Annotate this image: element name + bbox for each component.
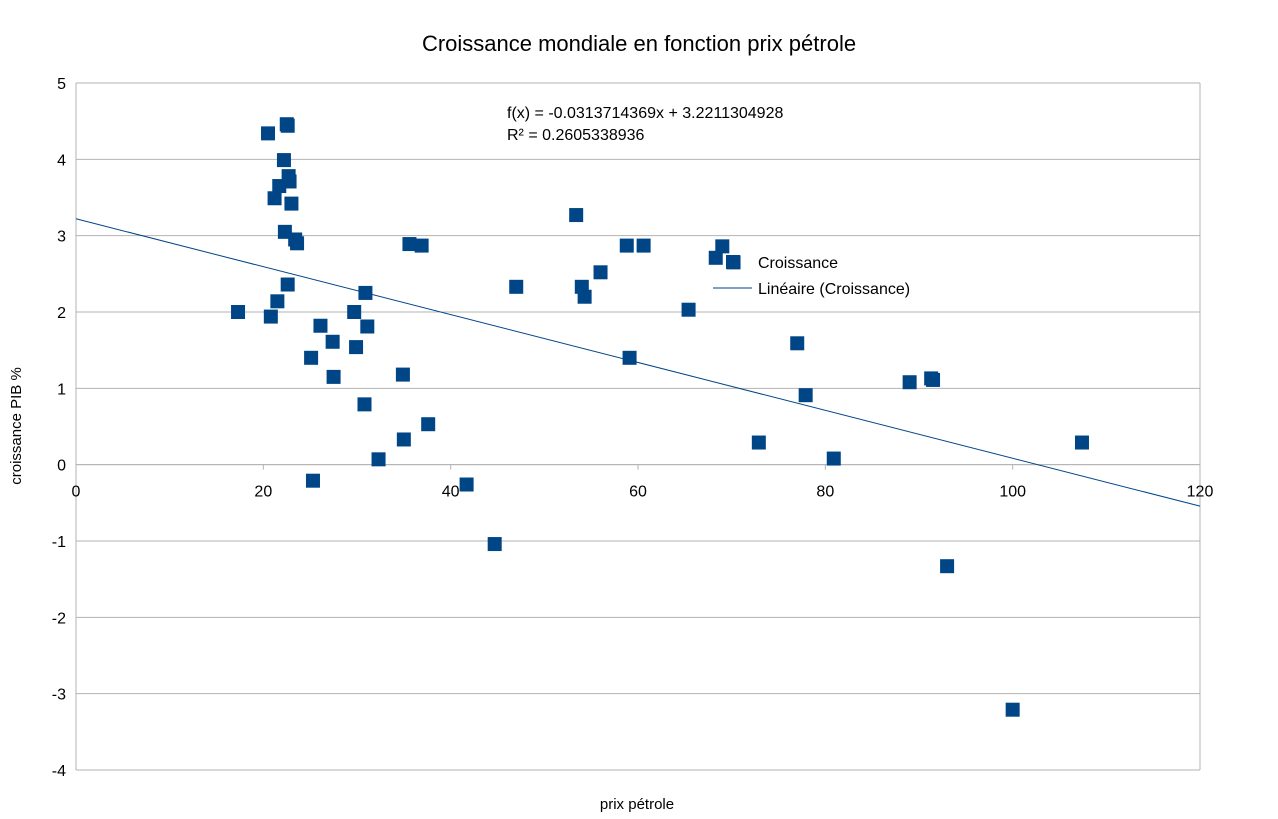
x-tick-label: 100	[999, 484, 1026, 501]
data-point	[1074, 435, 1089, 450]
data-point	[619, 238, 634, 253]
y-tick-label: 2	[57, 305, 66, 322]
data-point	[280, 118, 295, 133]
y-tick-label: 5	[57, 76, 66, 93]
data-point	[926, 372, 941, 387]
data-point	[284, 196, 299, 211]
data-point	[402, 237, 417, 252]
legend-label-croissance: Croissance	[758, 255, 838, 272]
data-point	[940, 559, 955, 574]
data-point	[577, 289, 592, 304]
data-point	[798, 388, 813, 403]
data-point	[231, 305, 246, 319]
x-tick-labels: 0 20 40 60 80 100 120	[72, 484, 1214, 501]
data-point	[622, 350, 637, 365]
x-tick-label: 120	[1187, 484, 1214, 501]
data-point	[715, 239, 730, 254]
data-point	[270, 294, 285, 309]
data-point	[569, 208, 584, 223]
y-axis-label: croissance PIB %	[8, 367, 25, 485]
y-tick-label: -2	[52, 610, 66, 627]
data-point	[1005, 702, 1020, 717]
data-point	[326, 369, 341, 384]
trend-equation: f(x) = -0.0313714369x + 3.2211304928	[507, 105, 783, 122]
data-point	[261, 126, 276, 141]
data-point	[276, 153, 291, 168]
y-tick-label: -1	[52, 534, 66, 551]
legend-marker-croissance	[726, 255, 740, 269]
axes	[75, 83, 1201, 770]
y-tick-label: 4	[57, 152, 66, 169]
data-point	[267, 191, 282, 206]
data-point	[263, 309, 278, 324]
data-point	[371, 452, 386, 467]
data-point	[360, 319, 375, 334]
data-point	[325, 334, 340, 349]
data-point	[280, 277, 295, 292]
data-point	[358, 285, 373, 300]
data-point	[751, 435, 766, 450]
data-point	[790, 336, 805, 351]
data-point	[459, 477, 474, 492]
data-point	[305, 473, 320, 488]
y-tick-labels: 5 4 3 2 1 0 -1 -2 -3 -4	[52, 76, 66, 780]
legend: Croissance Linéaire (Croissance)	[713, 255, 910, 298]
data-point	[636, 238, 651, 253]
x-tick-label: 80	[816, 484, 834, 501]
data-point	[414, 238, 429, 253]
data-point	[395, 367, 410, 382]
data-point	[902, 375, 917, 390]
y-tick-label: 3	[57, 229, 66, 246]
x-tick-label: 0	[72, 484, 81, 501]
x-axis-label: prix pétrole	[600, 796, 674, 813]
data-point	[349, 340, 364, 355]
y-tick-label: -4	[52, 763, 66, 780]
trendline-path	[75, 218, 1201, 507]
x-tick-label: 40	[442, 484, 460, 501]
data-point	[509, 279, 524, 294]
data-points	[231, 117, 1089, 717]
data-point	[681, 302, 696, 317]
x-tick-label: 60	[629, 484, 647, 501]
data-point	[593, 265, 608, 280]
y-tick-label: -3	[52, 687, 66, 704]
data-point	[304, 350, 319, 365]
data-point	[357, 397, 372, 412]
data-point	[282, 174, 297, 189]
data-point	[487, 537, 502, 552]
r-squared: R² = 0.2605338936	[507, 127, 645, 144]
gridlines	[76, 82, 1200, 771]
trendline	[75, 218, 1201, 507]
data-point	[708, 250, 723, 265]
chart-title: Croissance mondiale en fonction prix pét…	[422, 31, 856, 56]
data-point	[421, 417, 436, 432]
x-tick-label: 20	[254, 484, 272, 501]
data-point	[826, 451, 841, 466]
legend-label-lineaire: Linéaire (Croissance)	[758, 281, 910, 298]
data-point	[290, 236, 305, 251]
data-point	[313, 318, 328, 333]
y-tick-label: 1	[57, 381, 66, 398]
y-tick-label: 0	[57, 458, 66, 475]
data-point	[347, 305, 362, 319]
data-point	[396, 432, 411, 447]
